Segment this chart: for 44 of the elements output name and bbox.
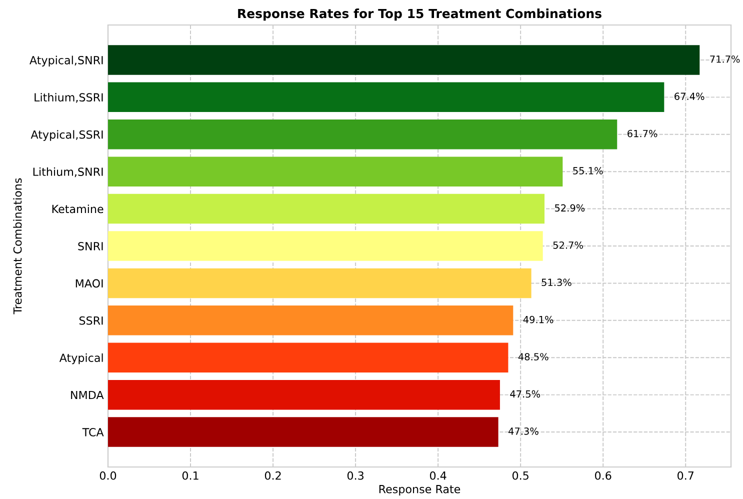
y-tick-label: Ketamine xyxy=(52,204,104,214)
data-label: 49.1% xyxy=(523,316,554,324)
bar xyxy=(108,156,563,186)
y-tick-label: NMDA xyxy=(71,390,104,400)
data-label: 47.5% xyxy=(510,390,540,398)
bar xyxy=(108,380,500,410)
x-tick-label: 0.3 xyxy=(347,471,364,480)
data-label: 52.9% xyxy=(554,204,585,212)
data-label: 51.3% xyxy=(542,278,572,286)
y-tick-label: Lithium,SNRI xyxy=(33,167,103,178)
bar xyxy=(108,417,498,447)
x-tick-label: 0.0 xyxy=(100,471,116,480)
x-tick-label: 0.7 xyxy=(678,471,694,480)
x-axis-title: Response Rate xyxy=(379,485,460,496)
bar xyxy=(108,342,508,372)
y-tick-label: MAOI xyxy=(76,279,103,288)
x-tick-label: 0.6 xyxy=(594,471,612,480)
data-label: 52.7% xyxy=(553,241,583,249)
bar xyxy=(108,306,514,336)
x-tick-label: 0.4 xyxy=(430,471,446,480)
y-tick-label: TCA xyxy=(82,428,104,436)
bar xyxy=(108,120,618,150)
data-label: 48.5% xyxy=(518,353,548,360)
data-label: 61.7% xyxy=(628,130,658,138)
y-axis-title: Treatment Combinations xyxy=(13,178,22,314)
x-tick-label: 0.1 xyxy=(182,471,198,480)
y-tick-label: Atypical xyxy=(59,353,103,364)
x-tick-label: 0.2 xyxy=(264,471,281,480)
bar xyxy=(108,45,700,75)
data-label: 55.1% xyxy=(573,167,603,174)
x-tick-label: 0.5 xyxy=(512,471,528,480)
y-tick-label: SSRI xyxy=(79,316,103,325)
bar xyxy=(108,231,543,261)
data-label: 47.3% xyxy=(508,427,538,435)
bar xyxy=(108,82,664,112)
y-tick-label: Atypical,SNRI xyxy=(30,56,103,67)
y-tick-label: Atypical,SSRI xyxy=(30,130,103,141)
bar xyxy=(108,268,532,298)
data-label: 67.4% xyxy=(674,92,704,100)
bar xyxy=(108,194,545,224)
y-tick-label: Lithium,SSRI xyxy=(34,92,103,103)
y-tick-label: SNRI xyxy=(78,242,103,250)
data-label: 71.7% xyxy=(710,55,740,63)
chart-title: Response Rates for Top 15 Treatment Combinations xyxy=(238,8,602,21)
